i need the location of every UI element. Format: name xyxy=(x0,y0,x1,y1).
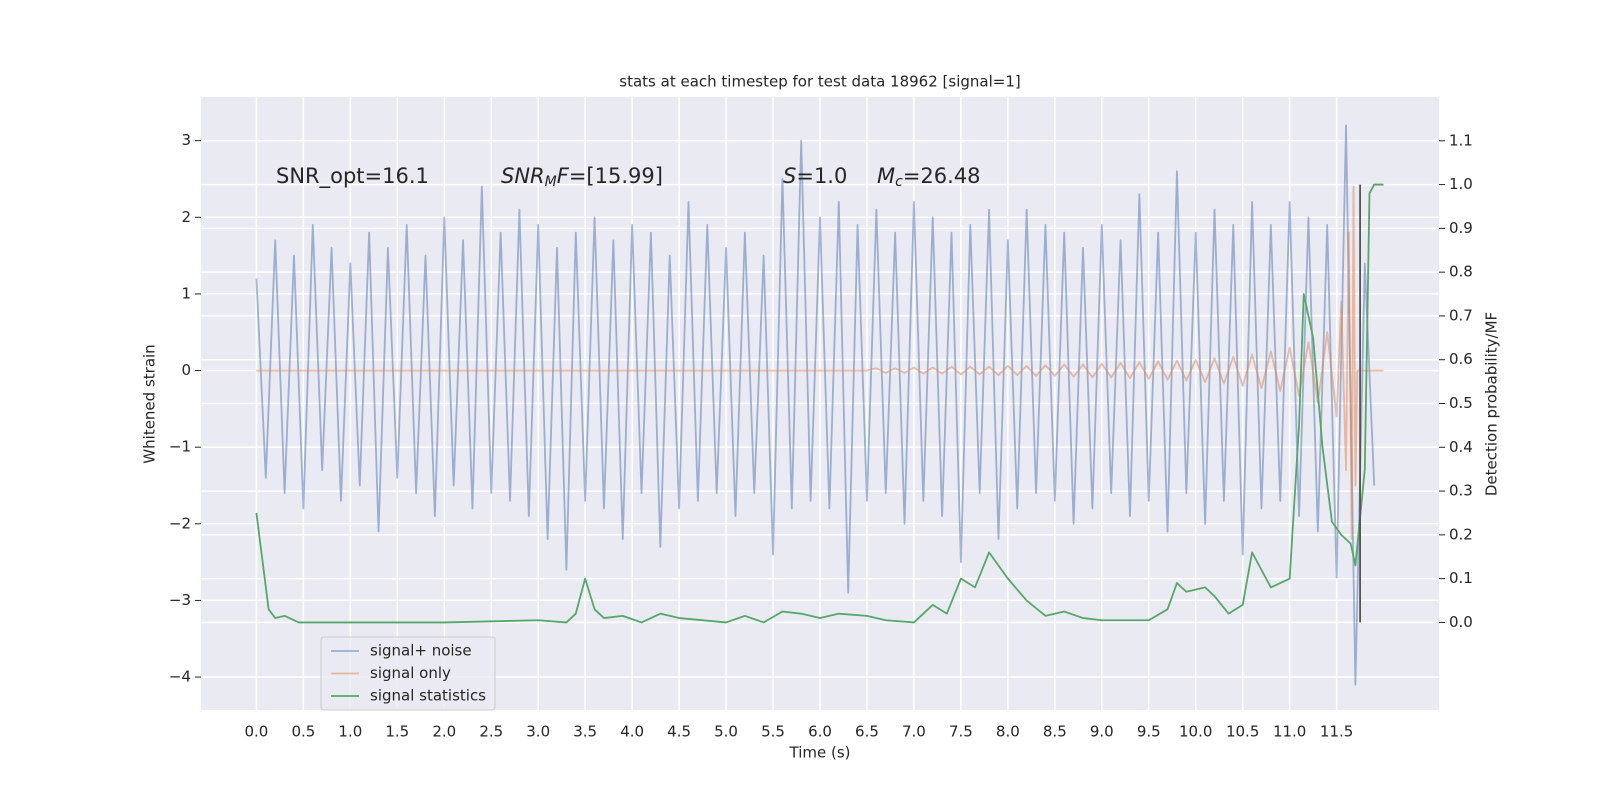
series-line xyxy=(256,185,1384,541)
x-tick-label: 5.5 xyxy=(761,723,785,741)
legend-label: signal only xyxy=(370,664,451,682)
y2-axis-label: Detection probability/MF xyxy=(1483,312,1501,496)
annotation-part: M xyxy=(877,164,895,188)
y2-tick-label: 1.0 xyxy=(1449,175,1473,193)
x-tick-label: 3.0 xyxy=(526,723,550,741)
y-tick-label: 2 xyxy=(181,208,191,226)
annotation: S=1.0 xyxy=(783,164,847,188)
x-tick-label: 6.5 xyxy=(855,723,879,741)
x-axis-label: Time (s) xyxy=(789,744,851,762)
x-tick-label: 5.0 xyxy=(714,723,738,741)
x-tick-label: 1.0 xyxy=(338,723,362,741)
annotation-part: SNR xyxy=(501,164,545,188)
legend-label: signal+ noise xyxy=(370,642,472,660)
annotation-part: =1.0 xyxy=(796,164,847,188)
x-tick-label: 4.5 xyxy=(667,723,691,741)
annotation-part: c xyxy=(895,174,903,190)
y2-tick-label: 0.7 xyxy=(1449,306,1473,324)
y2-tick-label: 0.9 xyxy=(1449,219,1473,237)
y-tick-label: −1 xyxy=(169,438,191,456)
x-tick-label: 8.5 xyxy=(1043,723,1067,741)
annotation-part: F xyxy=(557,164,570,188)
annotation: SNRMF=[15.99] xyxy=(501,164,663,190)
x-tick-label: 2.5 xyxy=(479,723,503,741)
x-tick-label: 3.5 xyxy=(573,723,597,741)
annotation-part: =[15.99] xyxy=(569,164,663,188)
y-tick-label: −4 xyxy=(169,668,191,686)
x-tick-label: 10.5 xyxy=(1226,723,1259,741)
y2-tick-label: 0.8 xyxy=(1449,263,1473,281)
legend: signal+ noise signal only signal statistic… xyxy=(320,636,496,711)
x-tick-label: 2.0 xyxy=(432,723,456,741)
y-tick-label: −2 xyxy=(169,514,191,532)
y2-tick-label: 0.5 xyxy=(1449,394,1473,412)
annotation-part: S xyxy=(783,164,796,188)
x-tick-label: 7.0 xyxy=(902,723,926,741)
y-axis-label: Whitened strain xyxy=(141,344,159,463)
y2-tick-label: 0.2 xyxy=(1449,525,1473,543)
y2-tick-label: 0.6 xyxy=(1449,350,1473,368)
x-tick-label: 9.0 xyxy=(1090,723,1114,741)
x-tick-label: 8.0 xyxy=(996,723,1020,741)
y-tick-label: 3 xyxy=(181,131,191,149)
annotation: Mc=26.48 xyxy=(877,164,981,190)
y2-tick-label: 0.4 xyxy=(1449,438,1473,456)
x-tick-label: 0.0 xyxy=(244,723,268,741)
annotation-part: SNR_opt=16.1 xyxy=(276,164,429,189)
y2-tick-label: 0.1 xyxy=(1449,569,1473,587)
series-line xyxy=(255,124,1376,686)
x-tick-label: 4.0 xyxy=(620,723,644,741)
x-tick-label: 10.0 xyxy=(1179,723,1212,741)
x-tick-label: 7.5 xyxy=(949,723,973,741)
y2-tick-label: 0.3 xyxy=(1449,482,1473,500)
y-tick-label: 0 xyxy=(181,361,191,379)
x-tick-label: 9.5 xyxy=(1137,723,1161,741)
chart-title: stats at each timestep for test data 189… xyxy=(619,73,1020,91)
annotation-part: =26.48 xyxy=(903,164,981,188)
legend-box xyxy=(320,636,496,711)
y-tick-label: −3 xyxy=(169,591,191,609)
x-tick-label: 0.5 xyxy=(291,723,315,741)
x-tick-label: 11.5 xyxy=(1320,723,1353,741)
series-line xyxy=(255,183,1384,624)
legend-label: signal statistics xyxy=(370,687,486,705)
x-tick-label: 11.0 xyxy=(1273,723,1306,741)
annotation-part: M xyxy=(545,174,557,190)
y-tick-label: 1 xyxy=(181,284,191,302)
y2-tick-label: 1.1 xyxy=(1449,131,1473,149)
x-tick-label: 6.0 xyxy=(808,723,832,741)
annotation: SNR_opt=16.1 xyxy=(276,164,429,189)
y2-tick-label: 0.0 xyxy=(1449,613,1473,631)
x-tick-label: 1.5 xyxy=(385,723,409,741)
